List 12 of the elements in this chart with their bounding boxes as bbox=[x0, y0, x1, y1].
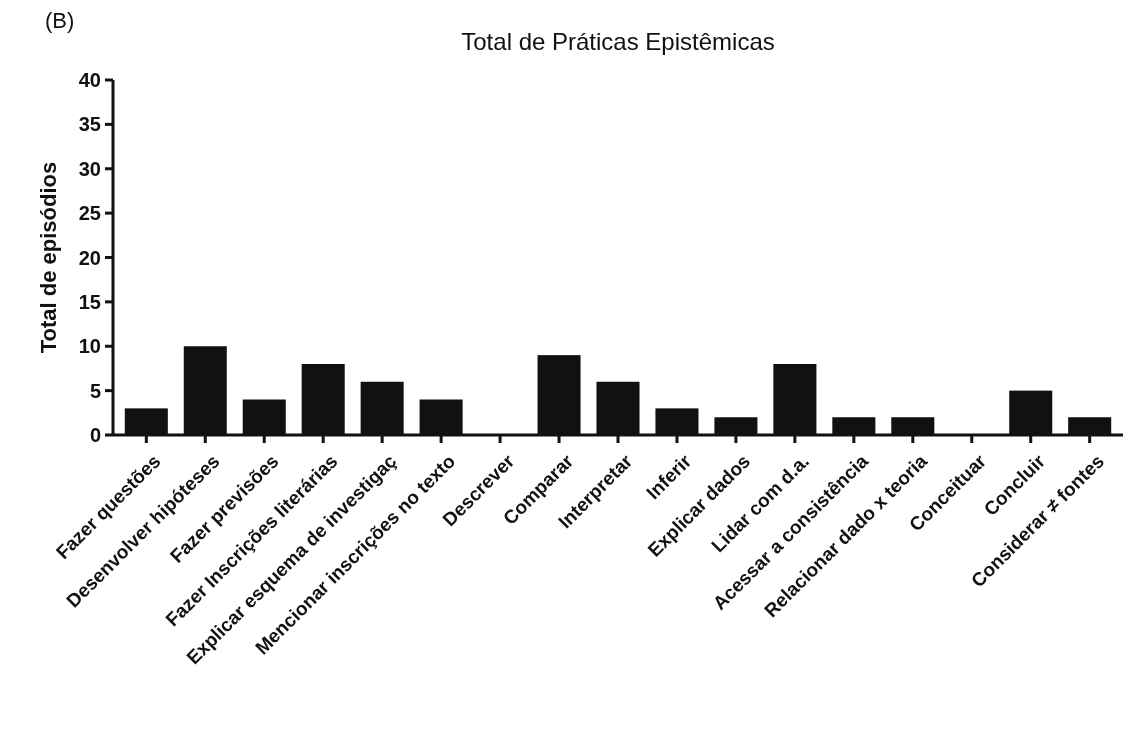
y-tick-label: 15 bbox=[78, 290, 101, 313]
y-tick-label: 5 bbox=[89, 379, 101, 402]
y-tick-label: 40 bbox=[78, 69, 101, 91]
y-axis-title: Total de episódios bbox=[36, 161, 61, 354]
y-tick-label: 0 bbox=[89, 424, 101, 446]
chart-title: Total de Práticas Epistêmicas bbox=[461, 28, 775, 55]
y-tick-label: 30 bbox=[78, 157, 101, 180]
y-tick-label: 35 bbox=[78, 113, 101, 136]
y-tick-label: 25 bbox=[78, 202, 101, 225]
text: (B) bbox=[45, 8, 75, 33]
y-tick-label: 10 bbox=[78, 335, 101, 358]
y-tick-label: 20 bbox=[78, 246, 101, 269]
